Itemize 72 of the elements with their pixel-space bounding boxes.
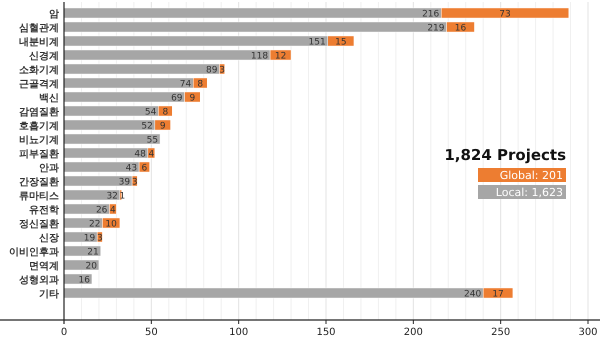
data-label: 21 xyxy=(87,248,99,258)
data-label: 3 xyxy=(96,234,103,244)
y-tick-label: 기타 xyxy=(39,289,59,300)
data-label: 22 xyxy=(88,220,100,230)
y-tick-label: 신경계 xyxy=(29,51,59,62)
y-tick-label: 피부질환 xyxy=(19,149,59,160)
y-tick-label: 감염질환 xyxy=(19,107,59,118)
data-label: 19 xyxy=(84,234,96,244)
bar xyxy=(64,260,100,270)
data-label: 32 xyxy=(106,192,118,202)
y-tick-label: 유전학 xyxy=(29,205,59,216)
y-tick-label: 이비인후과 xyxy=(9,247,59,258)
y-tick-label: 호흡기계 xyxy=(19,121,59,132)
y-tick-label: 면역계 xyxy=(29,261,59,272)
data-label: 8 xyxy=(162,108,168,118)
data-label: 55 xyxy=(146,136,158,146)
x-tick-label: 250 xyxy=(491,327,510,338)
y-tick-label: 정신질환 xyxy=(19,219,59,230)
data-label: 4 xyxy=(148,150,154,160)
bar xyxy=(64,246,101,256)
y-tick-label: 근골격계 xyxy=(19,79,59,90)
y-tick-label: 심혈관계 xyxy=(19,23,59,34)
data-label: 74 xyxy=(180,80,192,90)
data-label: 12 xyxy=(274,52,286,62)
data-label: 4 xyxy=(110,206,116,216)
data-label: 16 xyxy=(454,24,466,34)
y-tick-label: 신장 xyxy=(39,233,59,244)
data-label: 3 xyxy=(132,178,138,188)
data-label: 151 xyxy=(308,38,326,48)
data-label: 52 xyxy=(141,122,153,132)
data-label: 240 xyxy=(464,290,482,300)
data-label: 3 xyxy=(219,66,225,76)
x-tick-label: 150 xyxy=(316,327,336,338)
y-tick-label: 백신 xyxy=(39,93,59,104)
data-label: 39 xyxy=(118,178,130,188)
data-label: 26 xyxy=(96,206,108,216)
x-tick-label: 50 xyxy=(144,327,158,338)
y-tick-label: 안과 xyxy=(39,163,59,174)
data-label: 15 xyxy=(335,38,347,48)
data-label: 219 xyxy=(427,24,445,34)
y-tick-label: 간장질환 xyxy=(19,177,59,188)
data-label: 216 xyxy=(422,10,440,20)
data-label: 8 xyxy=(197,80,204,90)
x-tick-label: 200 xyxy=(404,327,423,338)
data-label: 20 xyxy=(85,262,98,272)
y-tick-label: 암 xyxy=(49,9,59,20)
legend: 1,824 Projects Global: 201 Local: 1,623 xyxy=(444,146,566,199)
data-label: 17 xyxy=(492,290,504,300)
bar xyxy=(64,134,160,144)
data-label: 54 xyxy=(144,108,157,118)
x-tick-label: 100 xyxy=(229,327,248,338)
y-tick-label: 성형외과 xyxy=(19,275,59,286)
data-label: 69 xyxy=(171,94,183,104)
bar xyxy=(64,274,92,284)
y-tick-label: 내분비계 xyxy=(19,37,59,48)
y-tick-label: 비뇨기계 xyxy=(19,135,59,146)
y-tick-label: 류마티스 xyxy=(19,191,59,202)
data-label: 9 xyxy=(160,122,166,132)
data-label: 16 xyxy=(78,276,90,286)
data-label: 48 xyxy=(134,150,146,160)
data-label: 89 xyxy=(206,66,218,76)
data-label: 10 xyxy=(105,220,118,230)
data-label: 43 xyxy=(126,164,138,174)
y-tick-label: 소화기계 xyxy=(19,65,59,76)
data-label: 6 xyxy=(141,164,148,174)
data-label: 118 xyxy=(250,52,268,62)
bar xyxy=(64,190,120,200)
data-label: 73 xyxy=(499,10,511,20)
data-label: 9 xyxy=(190,94,196,104)
legend-title: 1,824 Projects xyxy=(444,146,566,164)
x-tick-label: 0 xyxy=(60,327,68,338)
x-tick-label: 300 xyxy=(578,327,598,338)
